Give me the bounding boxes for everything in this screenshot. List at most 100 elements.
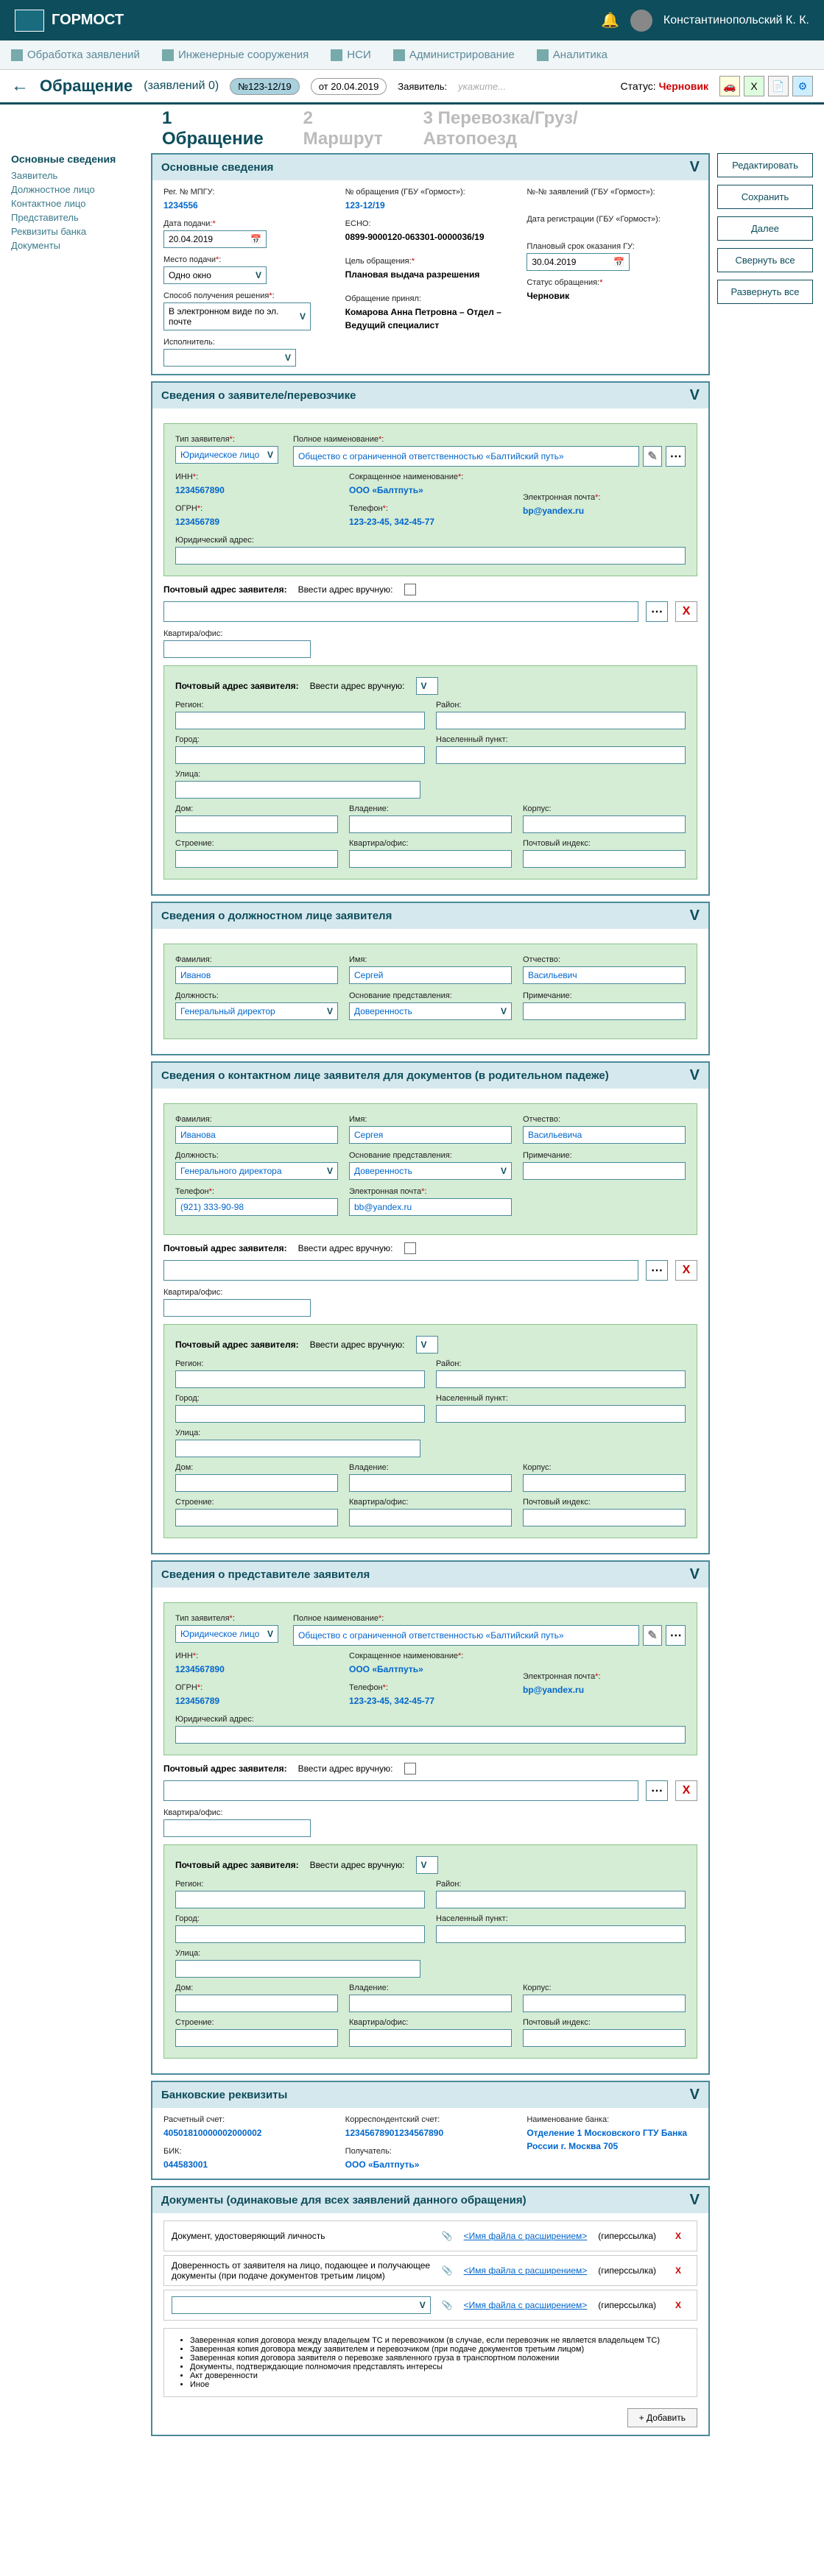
- clip-icon[interactable]: 📎: [442, 2231, 453, 2241]
- off-note[interactable]: [523, 1002, 686, 1020]
- rbldg-input[interactable]: [349, 1995, 512, 2012]
- manual-check2[interactable]: V: [416, 677, 438, 695]
- c-manual-check2[interactable]: V: [416, 1336, 438, 1354]
- r-fullname-input[interactable]: [293, 1625, 639, 1646]
- c-pos-select[interactable]: Генерального директораV: [175, 1162, 338, 1180]
- doc-type-select[interactable]: V: [172, 2296, 431, 2314]
- action-icon-1[interactable]: 🚗: [719, 76, 740, 96]
- rcorp-input[interactable]: [523, 1995, 686, 2012]
- r-legal-addr-input[interactable]: [175, 1726, 686, 1744]
- next-button[interactable]: Далее: [717, 216, 813, 241]
- czip-input[interactable]: [523, 1509, 686, 1526]
- rstruct-input[interactable]: [175, 2029, 338, 2047]
- clip-icon[interactable]: 📎: [442, 2300, 453, 2310]
- action-icon-4[interactable]: ⚙: [792, 76, 813, 96]
- plan-input[interactable]: 30.04.2019📅: [527, 253, 630, 271]
- apt-input[interactable]: [163, 640, 311, 658]
- rhouse-input[interactable]: [175, 1995, 338, 2012]
- action-icon-3[interactable]: 📄: [768, 76, 789, 96]
- collapse-all-button[interactable]: Свернуть все: [717, 248, 813, 272]
- r-manual-check2[interactable]: V: [416, 1856, 438, 1874]
- sidebar-representative[interactable]: Представитель: [11, 210, 144, 224]
- r-manual-check[interactable]: [404, 1763, 416, 1774]
- off-lname[interactable]: [175, 966, 338, 984]
- expand-all-button[interactable]: Развернуть все: [717, 280, 813, 304]
- r-apt-input[interactable]: [163, 1819, 311, 1837]
- rcity-input[interactable]: [175, 1925, 425, 1943]
- add-doc-button[interactable]: + Добавить: [627, 2408, 697, 2427]
- doc-remove3[interactable]: X: [667, 2295, 689, 2315]
- collapse-icon[interactable]: V: [690, 1067, 700, 1084]
- avatar[interactable]: [630, 10, 652, 32]
- tab-3[interactable]: 3 Перевозка/Груз/Автопоезд: [423, 108, 662, 149]
- c-lname[interactable]: [175, 1126, 338, 1144]
- legal-addr-input[interactable]: [175, 547, 686, 565]
- more-btn[interactable]: ⋯: [666, 446, 686, 467]
- rapt2-input[interactable]: [349, 2029, 512, 2047]
- sidebar-official[interactable]: Должностное лицо: [11, 183, 144, 197]
- tab-1[interactable]: 1 Обращение: [162, 108, 274, 149]
- c-email[interactable]: [349, 1198, 512, 1216]
- method-select[interactable]: В электронном виде по эл. почтеV: [163, 302, 311, 330]
- c-addr-input[interactable]: [163, 1260, 638, 1281]
- doc-file-link[interactable]: <Имя файла с расширением>: [464, 2231, 588, 2241]
- chouse-input[interactable]: [175, 1474, 338, 1492]
- c-mname[interactable]: [523, 1126, 686, 1144]
- cregion-input[interactable]: [175, 1370, 425, 1388]
- sidebar-applicant[interactable]: Заявитель: [11, 169, 144, 183]
- doc-remove[interactable]: X: [667, 2226, 689, 2246]
- collapse-icon[interactable]: V: [690, 1566, 700, 1583]
- off-pos-select[interactable]: Генеральный директорV: [175, 1002, 338, 1020]
- bldg-input[interactable]: [349, 815, 512, 833]
- city-input[interactable]: [175, 746, 425, 764]
- rsettle-input[interactable]: [436, 1925, 686, 1943]
- menu-applications[interactable]: Обработка заявлений: [11, 49, 140, 61]
- doc-remove2[interactable]: X: [667, 2260, 689, 2281]
- c-addr-clear[interactable]: X: [675, 1260, 697, 1281]
- ccity-input[interactable]: [175, 1405, 425, 1423]
- cbldg-input[interactable]: [349, 1474, 512, 1492]
- type-select[interactable]: Юридическое лицоV: [175, 446, 278, 464]
- doc-file-link3[interactable]: <Имя файла с расширением>: [464, 2300, 588, 2310]
- region-input[interactable]: [175, 712, 425, 729]
- edit-button[interactable]: Редактировать: [717, 153, 813, 177]
- c-basis-select[interactable]: ДоверенностьV: [349, 1162, 512, 1180]
- street-input[interactable]: [175, 781, 420, 799]
- off-basis-select[interactable]: ДоверенностьV: [349, 1002, 512, 1020]
- csettle-input[interactable]: [436, 1405, 686, 1423]
- action-icon-2[interactable]: X: [744, 76, 764, 96]
- collapse-icon[interactable]: V: [690, 387, 700, 404]
- rstreet-input[interactable]: [175, 1960, 420, 1978]
- rzip-input[interactable]: [523, 2029, 686, 2047]
- ccorp-input[interactable]: [523, 1474, 686, 1492]
- c-apt-input[interactable]: [163, 1299, 311, 1317]
- c-manual-check[interactable]: [404, 1242, 416, 1254]
- rdistrict-input[interactable]: [436, 1891, 686, 1908]
- addr-clear[interactable]: X: [675, 601, 697, 622]
- r-more-btn[interactable]: ⋯: [666, 1625, 686, 1646]
- collapse-icon[interactable]: V: [690, 159, 700, 176]
- collapse-icon[interactable]: V: [690, 907, 700, 924]
- sidebar-contact[interactable]: Контактное лицо: [11, 197, 144, 210]
- fullname-input[interactable]: [293, 446, 639, 467]
- settle-input[interactable]: [436, 746, 686, 764]
- clip-icon[interactable]: 📎: [442, 2265, 453, 2276]
- collapse-icon[interactable]: V: [690, 2192, 700, 2209]
- r-addr-more[interactable]: ⋯: [646, 1780, 668, 1801]
- cdistrict-input[interactable]: [436, 1370, 686, 1388]
- cstruct-input[interactable]: [175, 1509, 338, 1526]
- collapse-icon[interactable]: V: [690, 2087, 700, 2103]
- rregion-input[interactable]: [175, 1891, 425, 1908]
- c-phone[interactable]: [175, 1198, 338, 1216]
- district-input[interactable]: [436, 712, 686, 729]
- doc-file-link2[interactable]: <Имя файла с расширением>: [464, 2265, 588, 2276]
- cstreet-input[interactable]: [175, 1440, 420, 1457]
- struct-input[interactable]: [175, 850, 338, 868]
- off-mname[interactable]: [523, 966, 686, 984]
- menu-structures[interactable]: Инженерные сооружения: [162, 49, 309, 61]
- save-button[interactable]: Сохранить: [717, 185, 813, 209]
- r-addr-input[interactable]: [163, 1780, 638, 1801]
- corp-input[interactable]: [523, 815, 686, 833]
- place-select[interactable]: Одно окноV: [163, 266, 267, 284]
- apt2-input[interactable]: [349, 850, 512, 868]
